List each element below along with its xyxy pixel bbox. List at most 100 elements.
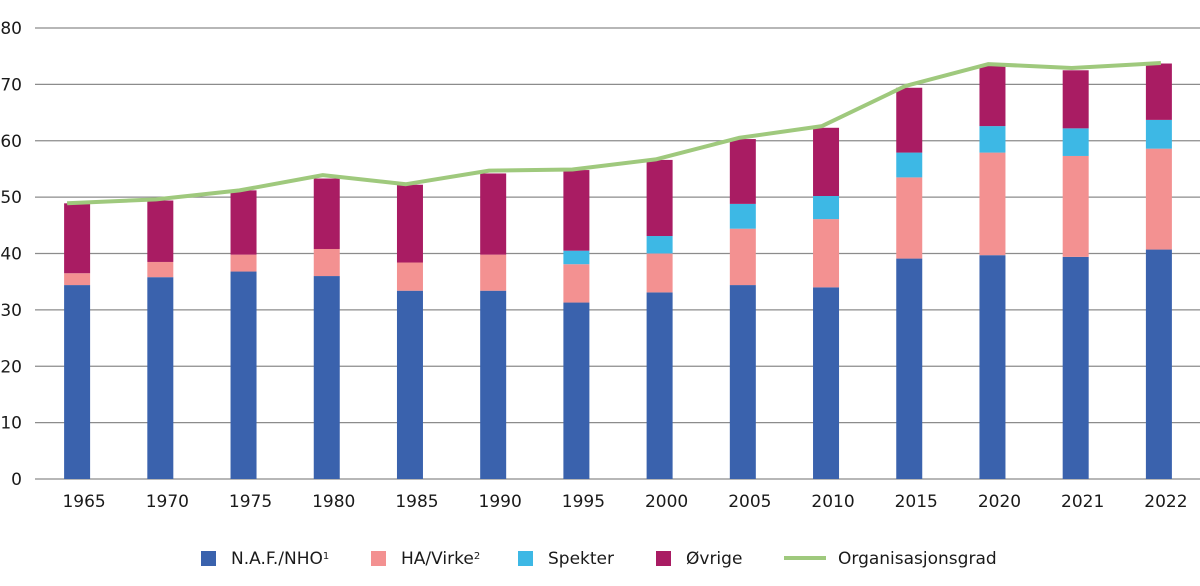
bar-segment-spekter-2021 — [1062, 128, 1089, 156]
bar-segment-ha-virke-1995 — [563, 264, 590, 303]
bar-segment--vrige-1975 — [230, 190, 257, 255]
bar-segment--vrige-2005 — [729, 139, 756, 204]
bar-segment-spekter-2020 — [979, 126, 1006, 153]
x-axis-tick-labels: 1965 1970 1975 1980 1985 1990 1995 2000 2005 2010… — [62, 492, 1187, 512]
bar-segment-n-a-f-nho-2015 — [896, 258, 923, 479]
x-tick-label: 2020 — [978, 492, 1021, 512]
bar-stack-2015 — [896, 87, 923, 479]
legend-swatch — [656, 551, 671, 566]
bar-segment-spekter-2010 — [813, 195, 840, 220]
bar-stack-1965 — [64, 203, 91, 479]
bar-segment-ha-virke-1990 — [480, 254, 507, 291]
legend-label: HA/Virke2 — [401, 549, 480, 569]
legend-label: N.A.F./NHO1 — [231, 549, 329, 569]
bar-segment-n-a-f-nho-2005 — [729, 285, 756, 479]
line-organisasjonsgrad — [67, 61, 1162, 206]
legend-item--vrige: Øvrige — [656, 549, 742, 569]
bar-segment--vrige-1980 — [313, 178, 340, 249]
bar-segment-spekter-2000 — [646, 236, 673, 254]
legend-footnote-marker: 2 — [474, 551, 480, 562]
x-tick-label: 1985 — [395, 492, 438, 512]
x-tick-label: 1975 — [229, 492, 272, 512]
bar-segment-ha-virke-2020 — [979, 152, 1006, 256]
legend-footnote-marker: 1 — [323, 551, 329, 562]
y-tick-label: 50 — [0, 188, 22, 208]
bar-segment-n-a-f-nho-1995 — [563, 302, 590, 479]
bar-stack-2022 — [1145, 63, 1172, 479]
legend-item-organisasjonsgrad: Organisasjonsgrad — [784, 549, 997, 569]
bar-segment-ha-virke-1985 — [396, 262, 423, 291]
bars — [64, 63, 1172, 479]
y-tick-label: 40 — [0, 245, 22, 265]
bar-stack-2021 — [1062, 70, 1089, 479]
x-tick-label: 1990 — [479, 492, 522, 512]
bar-stack-2005 — [729, 139, 756, 479]
x-tick-label: 1980 — [312, 492, 355, 512]
y-tick-label: 10 — [0, 414, 22, 434]
bar-segment-n-a-f-nho-2000 — [646, 292, 673, 479]
bar-stack-2020 — [979, 65, 1006, 479]
bar-segment-spekter-2015 — [896, 152, 923, 178]
legend-swatch — [201, 551, 216, 566]
x-tick-label: 2000 — [645, 492, 688, 512]
bar-segment-ha-virke-2005 — [729, 228, 756, 286]
bar-segment--vrige-2021 — [1062, 70, 1089, 129]
bar-stack-1995 — [563, 170, 590, 479]
bar-stack-1975 — [230, 190, 257, 479]
bar-segment-n-a-f-nho-1980 — [313, 276, 340, 479]
bar-stack-1970 — [147, 200, 174, 479]
bar-segment--vrige-1985 — [396, 184, 423, 263]
bar-segment--vrige-1970 — [147, 200, 174, 262]
x-tick-label: 2010 — [811, 492, 854, 512]
y-tick-label: 80 — [0, 19, 22, 39]
x-tick-label: 2005 — [728, 492, 771, 512]
legend-item-ha-virke: HA/Virke2 — [371, 549, 480, 569]
bar-segment--vrige-2000 — [646, 159, 673, 237]
bar-segment--vrige-1995 — [563, 170, 590, 251]
bar-segment-n-a-f-nho-1990 — [480, 290, 507, 479]
bar-stack-2000 — [646, 159, 673, 479]
bar-segment-ha-virke-2000 — [646, 253, 673, 293]
bar-segment-ha-virke-1970 — [147, 261, 174, 278]
bar-segment-spekter-2022 — [1145, 119, 1172, 149]
legend: N.A.F./NHO1 HA/Virke2 Spekter Øvrige Organis… — [201, 549, 997, 569]
bar-segment-n-a-f-nho-2020 — [979, 255, 1006, 479]
bar-stack-1990 — [480, 173, 507, 479]
legend-item-spekter: Spekter — [518, 549, 614, 569]
bar-segment-n-a-f-nho-1985 — [396, 290, 423, 479]
organisasjonsgrad-line-layer — [67, 61, 1162, 206]
bar-stack-1980 — [313, 178, 340, 479]
legend-label: Organisasjonsgrad — [838, 549, 997, 569]
x-tick-label: 2021 — [1061, 492, 1104, 512]
x-tick-label: 1995 — [562, 492, 605, 512]
bar-segment--vrige-2022 — [1145, 63, 1172, 120]
x-tick-label: 1965 — [62, 492, 105, 512]
bar-segment-n-a-f-nho-1970 — [147, 277, 174, 479]
gridlines — [35, 27, 1200, 480]
bar-segment-n-a-f-nho-1965 — [64, 285, 91, 479]
bar-segment-ha-virke-2015 — [896, 177, 923, 259]
bar-stack-1985 — [396, 184, 423, 479]
y-tick-label: 0 — [11, 470, 22, 490]
bar-segment-ha-virke-2022 — [1145, 148, 1172, 250]
bar-segment-n-a-f-nho-2022 — [1145, 249, 1172, 479]
legend-label: Spekter — [548, 549, 614, 569]
bar-segment-spekter-1995 — [563, 250, 590, 265]
y-tick-label: 30 — [0, 301, 22, 321]
bar-segment-n-a-f-nho-2021 — [1062, 256, 1089, 479]
x-tick-label: 2015 — [895, 492, 938, 512]
y-axis-tick-labels: 0 10 20 30 40 50 60 70 80 — [0, 19, 22, 490]
y-tick-label: 60 — [0, 132, 22, 152]
bar-segment--vrige-1990 — [480, 173, 507, 255]
bar-stack-2010 — [813, 127, 840, 479]
bar-segment--vrige-2010 — [813, 127, 840, 196]
x-tick-label: 2022 — [1144, 492, 1187, 512]
bar-segment-ha-virke-2021 — [1062, 155, 1089, 257]
y-tick-label: 70 — [0, 75, 22, 95]
bar-segment--vrige-1965 — [64, 203, 91, 274]
bar-segment-n-a-f-nho-2010 — [813, 287, 840, 479]
y-tick-label: 20 — [0, 357, 22, 377]
bar-segment-ha-virke-1975 — [230, 254, 257, 272]
legend-swatch — [518, 551, 533, 566]
